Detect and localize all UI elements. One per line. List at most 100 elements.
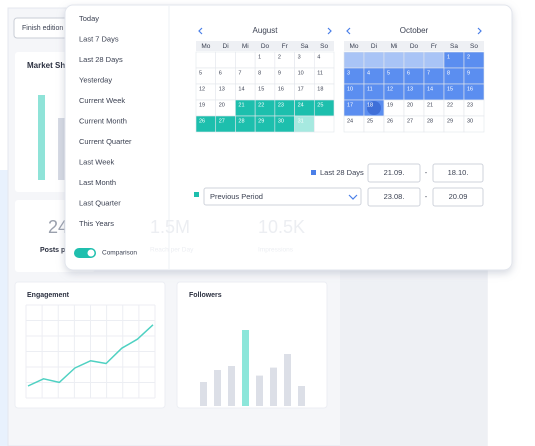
weekday-header (196, 41, 334, 51)
preset-option[interactable]: Last Week (79, 157, 115, 166)
day-number: 14 (427, 86, 433, 92)
stat-value: 10.5K (258, 217, 305, 237)
select-value[interactable]: Previous Period (210, 192, 263, 201)
day-number: 19 (199, 102, 205, 108)
preset-option[interactable]: Last Quarter (79, 198, 121, 207)
day-number: 16 (467, 86, 473, 92)
day-number: 16 (278, 86, 284, 92)
day-number: 30 (467, 118, 473, 124)
day-number: 9 (467, 70, 470, 76)
preset-option[interactable]: Current Month (79, 116, 127, 125)
day-number: 20 (219, 102, 225, 108)
day-number: 25 (317, 102, 323, 108)
day-cell[interactable] (463, 115, 485, 133)
bar (298, 386, 305, 406)
day-number: 28 (238, 118, 244, 124)
date-value[interactable]: 23.08. (384, 192, 405, 201)
next-arrow[interactable] (327, 27, 332, 35)
separator: - (425, 168, 428, 177)
day-number: 10 (347, 86, 353, 92)
day-number: 2 (467, 54, 470, 60)
day-number: 24 (298, 102, 304, 108)
preset-option[interactable]: Yesterday (79, 75, 112, 84)
weekday: So (470, 43, 478, 50)
weekday-header (344, 41, 484, 51)
day-cell[interactable] (403, 51, 425, 69)
day-number: 11 (317, 70, 323, 76)
day-number: 3 (347, 70, 350, 76)
day-number: 17 (347, 102, 353, 108)
preset-option[interactable]: Today (79, 14, 99, 23)
day-number: 2 (278, 54, 281, 60)
day-number: 29 (258, 118, 264, 124)
stat-label: Reach per Day (150, 247, 194, 254)
day-number: 15 (447, 86, 453, 92)
day-number: 20 (407, 102, 413, 108)
bar (284, 354, 291, 406)
date-value[interactable]: 20.09 (449, 192, 468, 201)
preset-option[interactable]: Last 28 Days (79, 55, 123, 64)
date-value[interactable]: 21.09. (384, 168, 405, 177)
date-input[interactable] (432, 187, 484, 207)
toggle-label: Comparison (102, 250, 137, 257)
date-input[interactable] (367, 163, 421, 183)
stat-value: 1.5M (150, 217, 190, 237)
date-input[interactable] (367, 187, 421, 207)
day-cell[interactable] (195, 51, 217, 69)
preset-option[interactable]: Current Week (79, 96, 125, 105)
day-cell[interactable] (383, 51, 405, 69)
prev-arrow[interactable] (346, 27, 351, 35)
day-number: 22 (447, 102, 453, 108)
day-number: 1 (258, 54, 261, 60)
day-number: 22 (258, 102, 264, 108)
day-cell[interactable] (235, 51, 256, 69)
select-caret (348, 194, 358, 200)
day-number: 14 (238, 86, 244, 92)
day-number: 7 (238, 70, 241, 76)
day-number: 18 (317, 86, 323, 92)
weekday: So (320, 43, 328, 50)
date-value[interactable]: 18.10. (448, 168, 469, 177)
day-number: 4 (317, 54, 320, 60)
day-number: 29 (447, 118, 453, 124)
day-number: 27 (219, 118, 225, 124)
month-title: October (400, 26, 429, 35)
bar (214, 370, 221, 406)
day-number: 1 (447, 54, 450, 60)
weekday: Mo (349, 43, 358, 50)
day-number: 11 (367, 86, 373, 92)
bar (228, 366, 235, 406)
weekday: Di (223, 43, 229, 50)
bar (58, 118, 65, 180)
day-cell[interactable] (343, 51, 365, 69)
weekday: Do (261, 43, 270, 50)
day-number: 7 (427, 70, 430, 76)
weekday: Sa (300, 43, 308, 50)
preset-option[interactable]: Last Month (79, 178, 116, 187)
date-input[interactable] (432, 163, 484, 183)
preset-option[interactable]: This Years (79, 219, 114, 228)
day-cell[interactable] (215, 51, 236, 69)
stat-label: Posts per Day (40, 247, 87, 254)
bar (200, 382, 207, 406)
day-number: 13 (407, 86, 413, 92)
preset-option[interactable]: Last 7 Days (79, 34, 119, 43)
weekday: Do (410, 43, 419, 50)
day-cell[interactable] (363, 51, 385, 69)
range-label: Last 28 Days (320, 168, 364, 177)
next-arrow[interactable] (477, 27, 482, 35)
day-number: 26 (387, 118, 393, 124)
day-cell[interactable] (423, 51, 445, 69)
bar (270, 367, 277, 406)
day-number: 12 (199, 86, 205, 92)
preset-option[interactable]: Current Quarter (79, 137, 132, 146)
day-number: 28 (427, 118, 433, 124)
prev-arrow[interactable] (198, 27, 203, 35)
day-cell[interactable] (313, 115, 335, 133)
day-number: 23 (278, 102, 284, 108)
day-number: 30 (278, 118, 284, 124)
day-number: 12 (387, 86, 393, 92)
finish-button-label[interactable]: Finish edition (22, 25, 63, 32)
period-select[interactable] (203, 187, 362, 206)
bar (38, 95, 45, 180)
